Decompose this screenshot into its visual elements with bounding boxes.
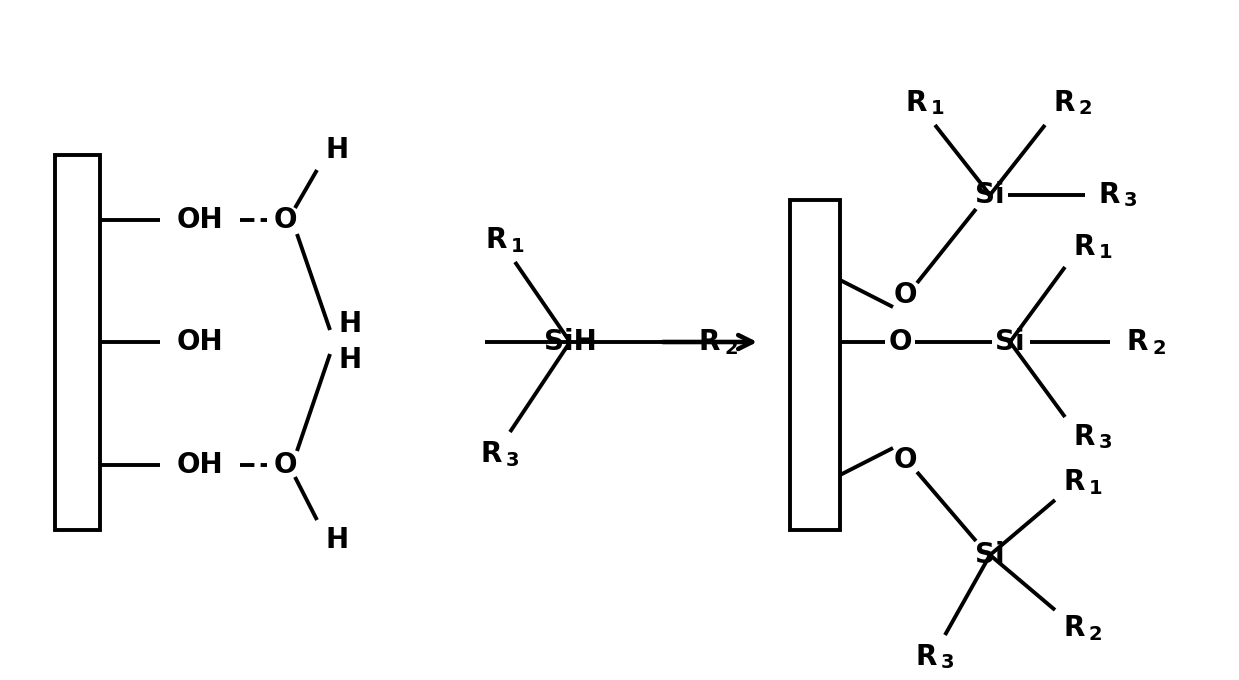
Text: 3: 3 [940, 653, 954, 673]
Text: R: R [1074, 233, 1095, 261]
Text: 2: 2 [724, 339, 737, 358]
Text: R: R [906, 89, 927, 117]
Text: H: H [326, 136, 348, 164]
Text: H: H [338, 346, 362, 374]
Text: R: R [1099, 181, 1120, 209]
Text: Si: Si [975, 181, 1005, 209]
Text: 3: 3 [506, 450, 519, 469]
Text: R: R [1126, 328, 1149, 356]
Text: R: R [481, 440, 502, 468]
Text: SiH: SiH [544, 328, 596, 356]
Text: R: R [916, 643, 937, 671]
Text: 1: 1 [930, 99, 944, 118]
Text: OH: OH [177, 451, 223, 479]
Text: 1: 1 [1089, 479, 1103, 498]
Text: R: R [486, 226, 507, 254]
Text: H: H [338, 310, 362, 338]
Text: O: O [274, 451, 297, 479]
Text: 3: 3 [1124, 192, 1137, 211]
Text: O: O [893, 281, 917, 309]
Text: 1: 1 [510, 237, 524, 256]
Bar [790, 200, 840, 530]
Text: 2: 2 [1089, 624, 1103, 643]
Text: Si: Si [975, 541, 1005, 569]
Text: 3: 3 [1099, 434, 1113, 452]
Text: O: O [888, 328, 912, 356]
Text: O: O [893, 446, 917, 474]
Text: R: R [1053, 89, 1075, 117]
Text: Si: Si [995, 328, 1025, 356]
Text: 2: 2 [1079, 99, 1093, 118]
Text: 2: 2 [1152, 339, 1166, 358]
Text: OH: OH [177, 328, 223, 356]
Text: R: R [1074, 423, 1095, 451]
Bar [55, 155, 100, 530]
Text: OH: OH [177, 206, 223, 234]
Text: 1: 1 [1099, 243, 1113, 262]
Text: H: H [326, 526, 348, 554]
Text: R: R [699, 328, 720, 356]
Text: O: O [274, 206, 297, 234]
Text: R: R [1063, 614, 1085, 642]
Text: R: R [1063, 468, 1085, 496]
